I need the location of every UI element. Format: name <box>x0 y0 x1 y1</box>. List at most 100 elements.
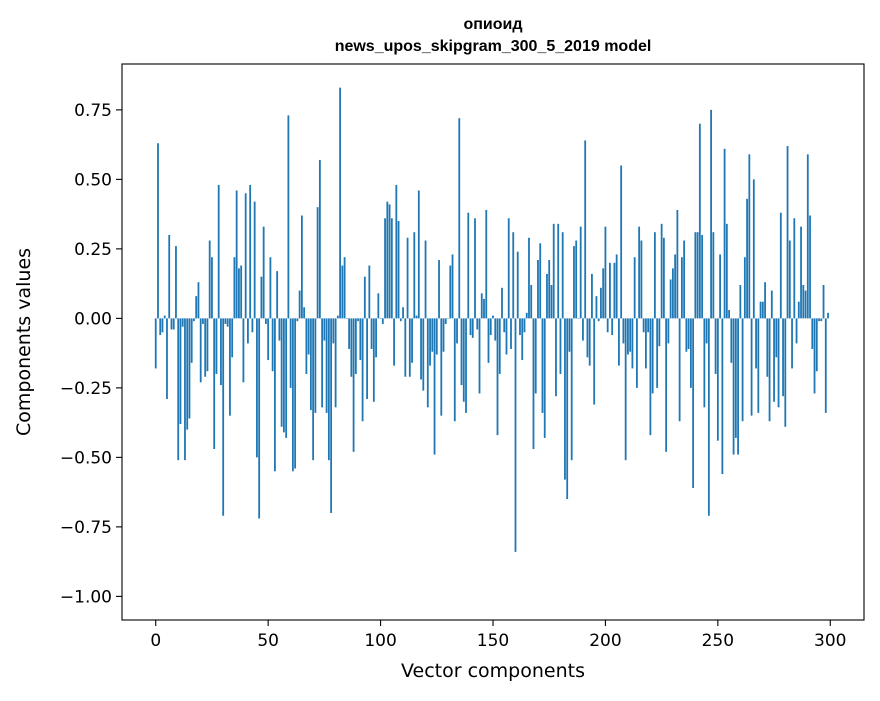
bar-component-115 <box>413 232 416 319</box>
bar-component-211 <box>629 318 632 352</box>
bar-component-218 <box>645 318 647 369</box>
bar-component-198 <box>600 287 602 319</box>
bar-component-25 <box>211 257 213 319</box>
bar-component-132 <box>451 254 454 319</box>
bar-component-294 <box>815 318 818 372</box>
bar-component-259 <box>737 318 739 455</box>
bar-component-225 <box>660 223 663 319</box>
bar-component-39 <box>242 318 245 383</box>
bar-component-139 <box>467 212 470 319</box>
bar-component-202 <box>609 262 611 319</box>
bar-component-253 <box>723 148 726 319</box>
bar-component-106 <box>393 318 395 366</box>
bar-component-97 <box>372 318 375 402</box>
bar-component-6 <box>168 234 171 319</box>
bar-component-94 <box>366 318 368 399</box>
bar-component-111 <box>404 318 407 377</box>
bar-component-214 <box>636 318 638 388</box>
bar-component-20 <box>199 318 202 383</box>
x-tick-label: 50 <box>257 631 279 651</box>
bar-component-127 <box>440 318 443 416</box>
bar-component-143 <box>476 318 479 330</box>
bar-component-237 <box>687 318 690 349</box>
chart-title-line-1: опиоид <box>463 16 522 33</box>
bar-component-182 <box>564 318 566 480</box>
bar-component-88 <box>352 318 355 452</box>
bar-component-297 <box>822 285 825 319</box>
bar-component-200 <box>604 226 607 319</box>
x-tick-label: 100 <box>364 631 396 651</box>
bar-component-66 <box>303 307 306 319</box>
bar-component-7 <box>170 318 173 330</box>
bar-component-56 <box>280 318 283 427</box>
bar-component-59 <box>287 115 290 319</box>
bar-component-14 <box>186 318 189 430</box>
bar-component-2 <box>159 318 162 336</box>
bar-component-83 <box>341 265 344 319</box>
bar-component-242 <box>698 123 701 319</box>
bar-component-109 <box>399 318 402 322</box>
bar-component-235 <box>683 240 686 319</box>
bar-component-113 <box>408 318 411 377</box>
bar-component-34 <box>231 318 234 358</box>
bar-component-289 <box>804 290 807 319</box>
bar-component-10 <box>177 318 180 461</box>
x-tick-label: 0 <box>150 631 161 651</box>
bar-component-226 <box>662 237 665 319</box>
bar-component-71 <box>314 318 317 413</box>
bar-component-116 <box>415 315 418 319</box>
bar-component-170 <box>537 259 539 319</box>
bar-component-283 <box>791 318 793 369</box>
bar-component-207 <box>620 165 623 319</box>
bar-component-51 <box>269 257 272 319</box>
bar-component-264 <box>748 154 751 319</box>
bar-component-212 <box>631 318 634 369</box>
bar-component-298 <box>824 318 827 413</box>
bar-component-162 <box>519 318 521 336</box>
y-tick-label: 0.25 <box>74 240 112 260</box>
bar-component-135 <box>458 118 461 319</box>
bar-component-284 <box>793 218 796 319</box>
bar-component-239 <box>692 318 695 488</box>
bar-component-179 <box>557 223 560 319</box>
bar-component-125 <box>435 318 438 355</box>
bar-component-23 <box>206 318 209 372</box>
bar-component-243 <box>701 234 704 319</box>
y-tick-label: 0.75 <box>74 101 112 121</box>
bar-component-52 <box>271 318 274 372</box>
bar-component-227 <box>665 318 668 452</box>
bar-component-220 <box>649 318 652 436</box>
bar-component-43 <box>251 318 254 333</box>
bar-component-157 <box>507 218 510 319</box>
x-tick-label: 200 <box>589 631 621 651</box>
bar-component-241 <box>696 232 699 319</box>
bar-component-175 <box>548 259 551 319</box>
bar-component-189 <box>579 226 582 319</box>
bar-component-231 <box>674 254 677 319</box>
bar-component-199 <box>602 268 605 319</box>
bar-component-185 <box>570 318 573 461</box>
bar-component-232 <box>676 209 679 319</box>
bar-component-271 <box>764 282 766 319</box>
bar-component-122 <box>429 318 431 366</box>
bar-component-137 <box>462 318 465 402</box>
bar-component-98 <box>375 318 377 358</box>
bar-component-252 <box>721 318 724 475</box>
bar-component-40 <box>244 193 247 319</box>
bar-component-1 <box>157 143 159 319</box>
bar-component-107 <box>395 184 398 319</box>
bar-component-167 <box>530 285 533 319</box>
bar-component-164 <box>523 318 526 333</box>
bar-component-124 <box>433 318 436 455</box>
x-tick-label: 250 <box>702 631 734 651</box>
bar-component-282 <box>788 240 791 319</box>
x-axis-label: Vector components <box>401 660 585 682</box>
bar-component-156 <box>505 318 508 355</box>
bar-component-142 <box>474 218 476 319</box>
bar-component-9 <box>175 246 177 319</box>
bar-component-55 <box>278 318 281 341</box>
bar-component-155 <box>503 318 506 333</box>
bar-component-33 <box>229 318 231 416</box>
